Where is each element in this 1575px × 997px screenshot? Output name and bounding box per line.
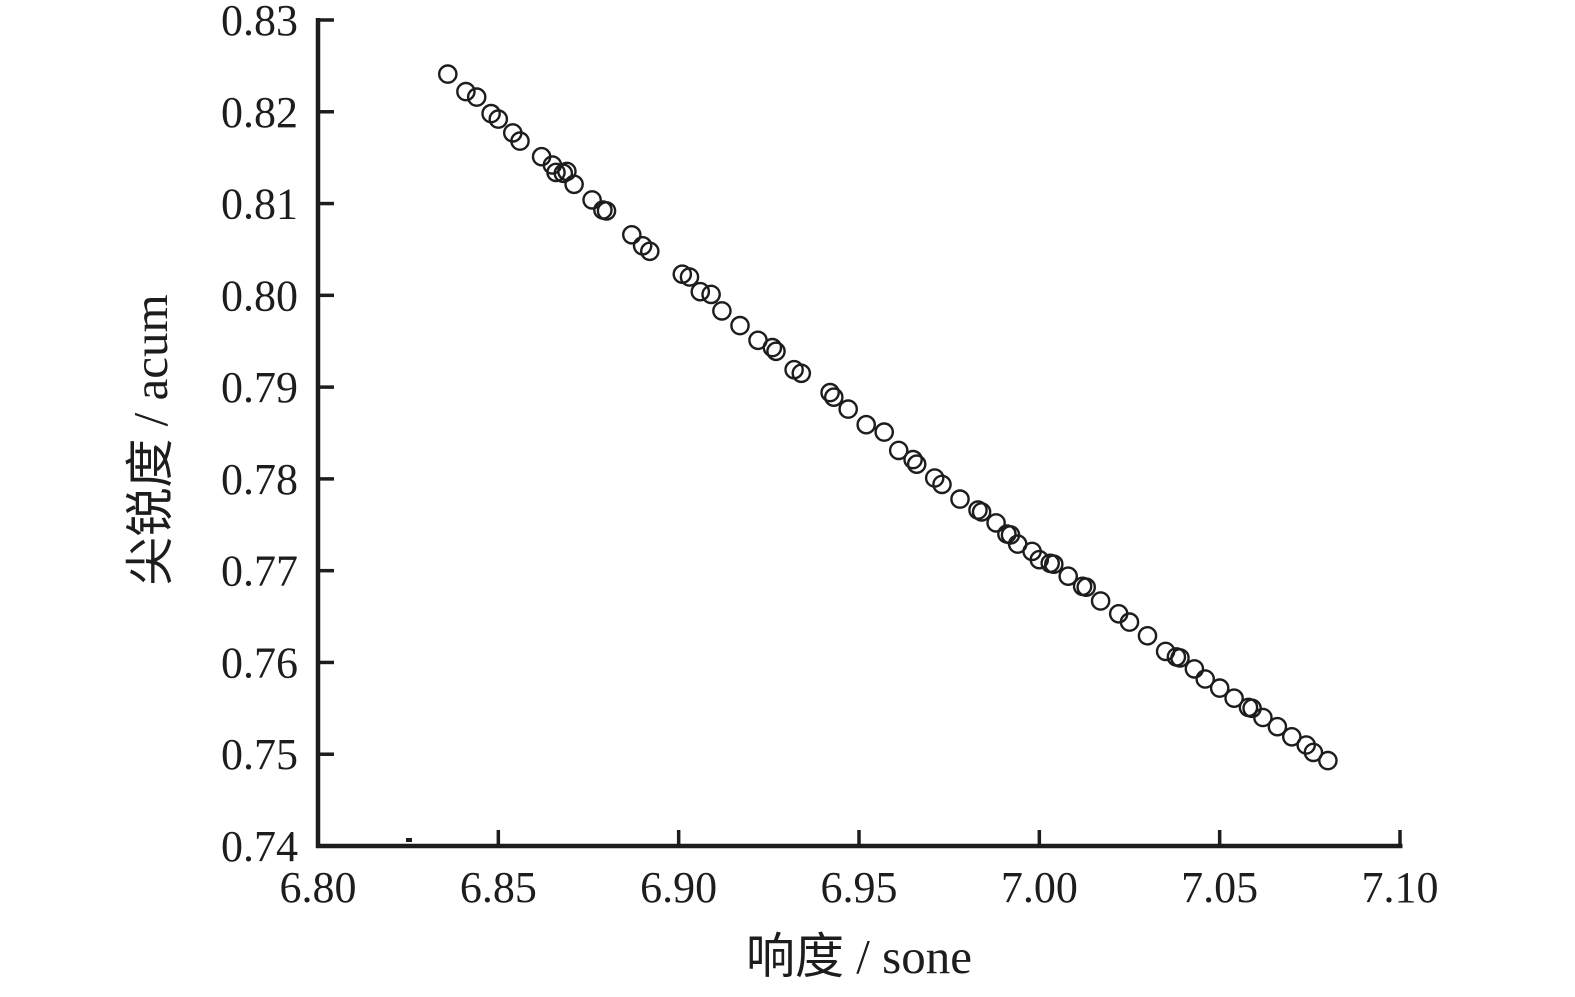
data-point <box>1058 566 1078 587</box>
data-point <box>874 422 895 442</box>
data-point <box>1195 669 1215 689</box>
data-point <box>824 387 844 408</box>
data-point <box>1282 727 1302 747</box>
data-point <box>456 81 476 102</box>
data-point <box>437 64 458 84</box>
data-point <box>791 363 812 384</box>
data-point <box>1209 678 1230 698</box>
x-tick-label: 6.85 <box>460 863 537 912</box>
data-point <box>1170 648 1190 668</box>
data-point <box>1044 554 1064 575</box>
x-tick-label: 7.05 <box>1181 863 1258 912</box>
stray-mark <box>406 838 412 842</box>
y-tick-label: 0.81 <box>221 180 298 229</box>
y-tick-label: 0.80 <box>221 271 298 320</box>
data-point <box>906 454 927 475</box>
data-point <box>950 489 970 509</box>
y-tick-label: 0.82 <box>221 88 298 137</box>
data-point <box>622 224 642 245</box>
y-tick-label: 0.75 <box>221 730 298 779</box>
data-point <box>838 399 859 419</box>
data-point <box>986 513 1006 533</box>
data-point <box>679 267 700 287</box>
data-point <box>856 414 877 435</box>
data-point <box>1184 659 1205 679</box>
data-point <box>762 337 783 358</box>
x-tick-label: 7.10 <box>1362 863 1439 912</box>
data-point <box>712 301 732 321</box>
data-point <box>546 162 566 183</box>
data-point <box>971 502 992 522</box>
x-tick-label: 6.90 <box>640 863 717 912</box>
data-point <box>1267 716 1288 737</box>
data-point <box>582 190 602 210</box>
y-axis-title: 尖锐度 / acum <box>123 294 178 586</box>
data-point <box>1119 612 1140 632</box>
data-point <box>1137 626 1158 646</box>
data-point <box>1303 742 1324 763</box>
y-tick-label: 0.77 <box>221 547 298 596</box>
data-point <box>766 341 786 362</box>
x-tick-label: 7.00 <box>1001 863 1078 912</box>
x-tick-label: 6.80 <box>280 863 357 912</box>
data-point <box>701 284 721 305</box>
data-point <box>1076 577 1096 598</box>
data-point <box>903 449 923 470</box>
data-point <box>690 281 711 302</box>
data-point <box>640 241 660 262</box>
y-tick-label: 0.83 <box>221 0 298 45</box>
data-point <box>1318 750 1338 771</box>
y-tick-label: 0.74 <box>221 822 298 871</box>
data-point <box>488 109 509 129</box>
data-point <box>466 87 487 107</box>
x-axis-title: 响度 / sone <box>746 929 972 984</box>
y-tick-label: 0.79 <box>221 363 298 412</box>
data-point <box>730 315 750 336</box>
y-tick-label: 0.76 <box>221 638 298 687</box>
data-point <box>1253 707 1273 728</box>
data-point <box>1224 688 1244 709</box>
x-tick-label: 6.95 <box>821 863 898 912</box>
data-point <box>888 440 909 461</box>
data-point <box>510 131 530 151</box>
data-point <box>1090 591 1111 611</box>
data-point <box>596 201 617 221</box>
data-point <box>932 474 952 495</box>
data-point <box>820 382 840 403</box>
data-point <box>564 174 584 195</box>
y-tick-label: 0.78 <box>221 455 298 504</box>
